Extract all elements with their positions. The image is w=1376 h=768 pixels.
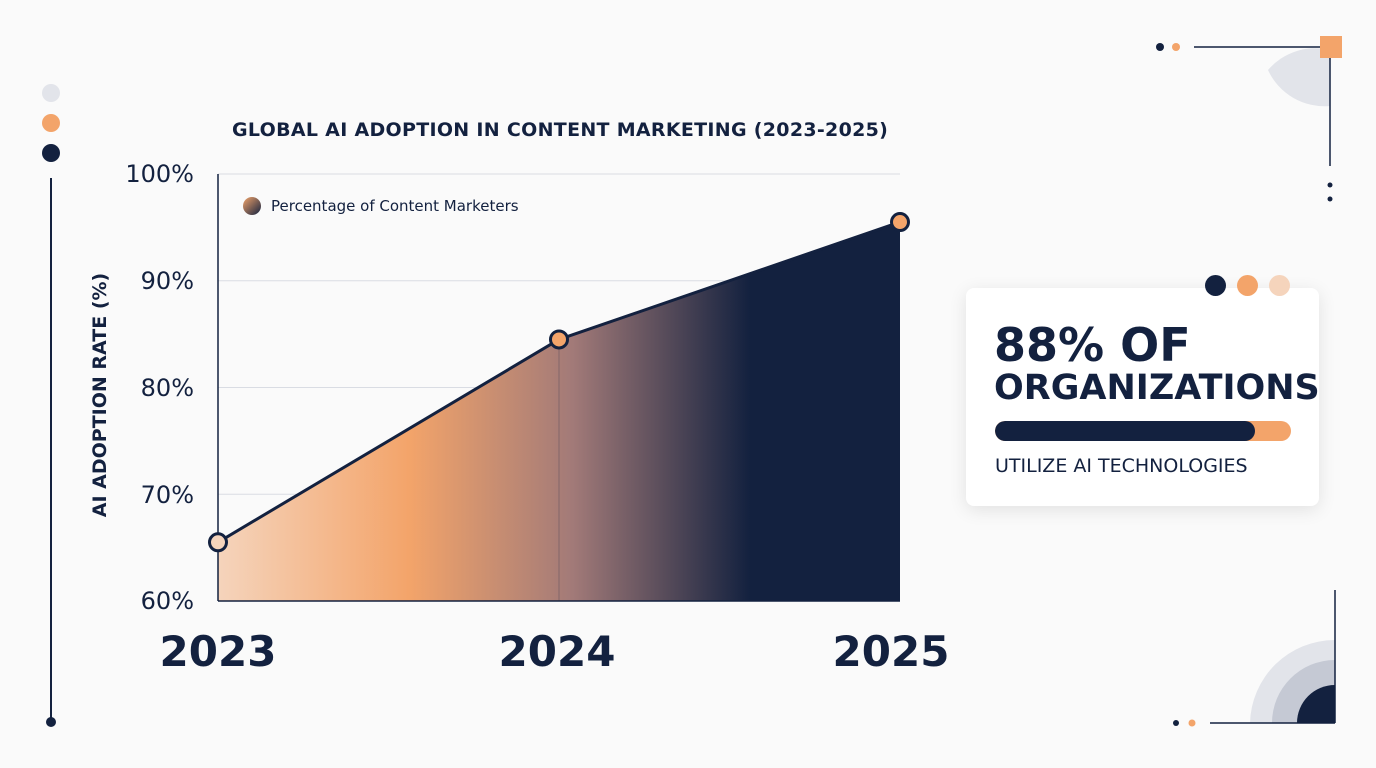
chart-legend: Percentage of Content Marketers: [243, 197, 519, 215]
decor-rail-end-dot: [46, 717, 56, 727]
data-point: [890, 212, 910, 233]
card-dot-light: [1269, 275, 1290, 296]
decor-top-right: [1156, 36, 1342, 202]
stat-card: [966, 288, 1319, 506]
chart-title: GLOBAL AI ADOPTION IN CONTENT MARKETING …: [232, 119, 889, 141]
y-tick-label: 70%: [140, 481, 194, 509]
data-point: [549, 329, 569, 350]
x-tick-label: 2025: [832, 627, 950, 676]
series-area: [218, 222, 900, 601]
stat-headline: 88% OF: [994, 318, 1191, 372]
card-dot-navy: [1205, 275, 1226, 296]
decor-rail-line: [50, 178, 52, 718]
decor-dot-orange: [42, 114, 60, 132]
x-tick-label: 2024: [498, 627, 616, 676]
stat-progress-bar: [995, 421, 1291, 441]
legend-label: Percentage of Content Marketers: [271, 197, 519, 215]
stat-progress-fill: [995, 421, 1256, 441]
decor-dot-gray: [42, 84, 60, 102]
card-dot-orange: [1237, 275, 1258, 296]
y-tick-label: 90%: [140, 267, 194, 295]
y-tick-label: 100%: [125, 160, 194, 188]
decor-bottom-right: [1173, 590, 1336, 727]
x-tick-label: 2023: [159, 627, 277, 676]
decor-dot-navy: [42, 144, 60, 162]
y-tick-label: 60%: [140, 587, 194, 615]
legend-swatch: [243, 197, 261, 215]
y-tick-label: 80%: [140, 374, 194, 402]
data-point: [208, 532, 228, 553]
stat-caption: UTILIZE AI TECHNOLOGIES: [995, 455, 1248, 477]
stat-subheadline: ORGANIZATIONS: [994, 368, 1320, 408]
